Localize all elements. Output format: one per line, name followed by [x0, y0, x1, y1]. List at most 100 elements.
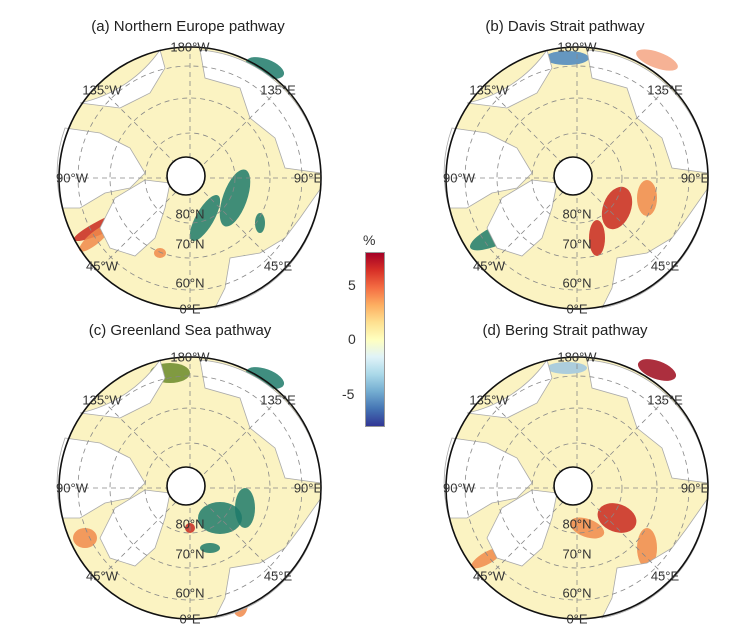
map-label-br: 45°E — [650, 568, 680, 584]
map-label-left: 90°W — [443, 170, 475, 186]
meridian-line — [203, 191, 283, 271]
pole-hole — [553, 156, 593, 196]
meridian-line — [97, 191, 177, 271]
meridian-line — [203, 85, 283, 165]
map-label-tl: 135°W — [82, 82, 122, 98]
map-label-left: 90°W — [443, 480, 475, 496]
colorbar-tick: 5 — [348, 277, 356, 293]
map-label-lat70: 70°N — [175, 546, 205, 562]
latitude-circle — [496, 97, 658, 259]
map-label-lat80: 80°N — [175, 516, 205, 532]
polar-map — [56, 356, 322, 620]
map-label-lat60: 60°N — [175, 585, 205, 601]
map-label-left: 90°W — [56, 170, 88, 186]
map-label-tr: 135°E — [647, 82, 683, 98]
map-label-tr: 135°E — [647, 392, 683, 408]
latitude-circle — [109, 97, 271, 259]
land-mask — [601, 496, 709, 619]
meridian-line — [97, 501, 177, 581]
meridian-line — [590, 85, 670, 165]
map-label-left: 90°W — [56, 480, 88, 496]
map-label-bl: 45°W — [86, 258, 118, 274]
map-boundary — [445, 356, 709, 620]
map-label-br: 45°E — [263, 258, 293, 274]
map-label-bottom: 0°E — [179, 301, 201, 317]
map-label-lat60: 60°N — [562, 275, 592, 291]
land-mask — [79, 49, 166, 109]
land-mask — [214, 186, 322, 309]
map-label-lat80: 80°N — [175, 206, 205, 222]
land-mask — [214, 496, 322, 619]
map-label-tl: 135°W — [469, 392, 509, 408]
meridian-line — [203, 395, 283, 475]
colorbar — [365, 252, 385, 427]
latitude-circle — [144, 442, 236, 534]
panel-a-title: (a) Northern Europe pathway — [91, 18, 285, 35]
land-mask — [99, 489, 171, 567]
map-label-top: 180°W — [557, 39, 597, 55]
land-mask — [601, 186, 709, 309]
meridian-line — [97, 395, 177, 475]
map-label-lat70: 70°N — [175, 236, 205, 252]
pole-hole — [166, 156, 206, 196]
meridian-line — [203, 501, 283, 581]
map-label-lat70: 70°N — [562, 236, 592, 252]
anomaly-patch — [597, 503, 637, 533]
map-label-lat70: 70°N — [562, 546, 592, 562]
map-label-lat80: 80°N — [562, 516, 592, 532]
panel-c-title: (c) Greenland Sea pathway — [88, 322, 272, 339]
map-label-tr: 135°E — [260, 392, 296, 408]
polar-map — [56, 46, 322, 310]
anomaly-patch — [235, 488, 255, 528]
polar-map — [443, 46, 709, 310]
land-mask — [466, 359, 553, 419]
latitude-circle — [531, 132, 623, 224]
map-label-bl: 45°W — [473, 258, 505, 274]
land-mask — [486, 179, 558, 257]
meridian-line — [484, 501, 564, 581]
panel-d-title: (d) Bering Strait pathway — [482, 322, 648, 339]
map-panel-d: 180°W 0°E 90°W 90°E 135°W 135°E 45°W 45°E 80°N 70… — [427, 338, 727, 638]
map-panel-b: 180°W 0°E 90°W 90°E 135°W 135°E 45°W 45°E 80°N 70… — [427, 28, 727, 328]
land-mask — [79, 359, 166, 419]
anomaly-patch — [200, 543, 220, 553]
map-label-br: 45°E — [650, 258, 680, 274]
map-panel-c: 180°W 0°E 90°W 90°E 135°W 135°E 45°W 45°E 80°N 70… — [40, 338, 340, 638]
anomaly-patch — [545, 51, 589, 65]
map-label-bottom: 0°E — [566, 611, 588, 627]
land-mask — [99, 179, 171, 257]
latitude-circle — [144, 132, 236, 224]
anomaly-patch — [637, 359, 677, 381]
map-boundary — [58, 356, 322, 620]
map-label-right: 90°E — [293, 480, 323, 496]
anomaly-patch — [637, 528, 657, 568]
anomaly-patch — [636, 49, 678, 71]
anomaly-patch — [219, 169, 251, 227]
map-label-tl: 135°W — [469, 82, 509, 98]
anomaly-patch — [154, 248, 166, 258]
meridian-line — [590, 501, 670, 581]
colorbar-tick: -5 — [342, 386, 355, 402]
map-label-tr: 135°E — [260, 82, 296, 98]
map-label-bl: 45°W — [86, 568, 118, 584]
map-label-bottom: 0°E — [566, 301, 588, 317]
anomaly-patch — [569, 517, 605, 539]
map-label-right: 90°E — [680, 480, 710, 496]
panel-b-title: (b) Davis Strait pathway — [485, 18, 645, 35]
map-boundary — [445, 46, 709, 310]
anomaly-patch — [73, 528, 97, 548]
map-label-top: 180°W — [170, 349, 210, 365]
anomaly-patch — [189, 195, 221, 241]
map-label-lat80: 80°N — [562, 206, 592, 222]
meridian-line — [590, 191, 670, 271]
map-label-tl: 135°W — [82, 392, 122, 408]
meridian-line — [484, 85, 564, 165]
map-label-bottom: 0°E — [179, 611, 201, 627]
latitude-circle — [531, 442, 623, 534]
anomaly-patch — [255, 213, 265, 233]
anomaly-patch — [589, 220, 605, 256]
meridian-line — [484, 395, 564, 475]
map-label-right: 90°E — [680, 170, 710, 186]
meridian-line — [484, 191, 564, 271]
